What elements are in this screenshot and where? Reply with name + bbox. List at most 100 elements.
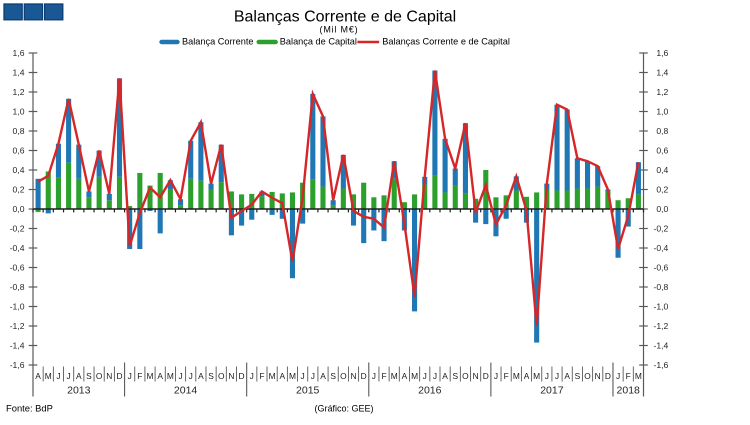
svg-text:0,6: 0,6 xyxy=(656,146,668,156)
svg-text:0,2: 0,2 xyxy=(13,185,25,195)
svg-text:2013: 2013 xyxy=(67,385,91,397)
svg-text:1,0: 1,0 xyxy=(656,107,668,117)
svg-text:1,4: 1,4 xyxy=(656,68,668,78)
svg-text:-0,4: -0,4 xyxy=(10,243,25,253)
svg-text:0,2: 0,2 xyxy=(656,185,668,195)
svg-text:Balança Corrente: Balança Corrente xyxy=(182,37,254,47)
svg-text:-1,2: -1,2 xyxy=(653,321,668,331)
svg-text:J: J xyxy=(56,371,60,381)
svg-text:F: F xyxy=(504,371,509,381)
svg-text:O: O xyxy=(340,371,347,381)
svg-text:J: J xyxy=(494,371,498,381)
svg-text:J: J xyxy=(301,371,305,381)
svg-text:J: J xyxy=(616,371,620,381)
svg-text:0,4: 0,4 xyxy=(13,165,25,175)
svg-text:2014: 2014 xyxy=(174,385,198,397)
svg-text:M: M xyxy=(45,371,52,381)
svg-text:D: D xyxy=(239,371,245,381)
svg-text:J: J xyxy=(423,371,427,381)
svg-text:1,4: 1,4 xyxy=(13,68,25,78)
svg-text:M: M xyxy=(513,371,520,381)
svg-text:-1,2: -1,2 xyxy=(10,321,25,331)
svg-text:S: S xyxy=(330,371,336,381)
svg-text:J: J xyxy=(250,371,254,381)
svg-text:Fonte: BdP: Fonte: BdP xyxy=(6,403,53,414)
svg-text:2018: 2018 xyxy=(617,385,641,397)
svg-text:N: N xyxy=(350,371,356,381)
svg-text:0,4: 0,4 xyxy=(656,165,668,175)
svg-text:N: N xyxy=(228,371,234,381)
svg-text:-1,0: -1,0 xyxy=(653,302,668,312)
svg-text:0,0: 0,0 xyxy=(656,204,668,214)
svg-text:N: N xyxy=(595,371,601,381)
svg-text:0,8: 0,8 xyxy=(13,126,25,136)
svg-text:D: D xyxy=(116,371,122,381)
svg-text:2017: 2017 xyxy=(540,385,564,397)
svg-text:M: M xyxy=(635,371,642,381)
svg-text:D: D xyxy=(605,371,611,381)
svg-text:(Gráfico: GEE): (Gráfico: GEE) xyxy=(315,404,374,414)
svg-text:S: S xyxy=(575,371,581,381)
svg-text:1,2: 1,2 xyxy=(13,87,25,97)
svg-text:N: N xyxy=(473,371,479,381)
svg-text:D: D xyxy=(361,371,367,381)
svg-text:0,6: 0,6 xyxy=(13,146,25,156)
svg-text:-1,4: -1,4 xyxy=(653,341,668,351)
svg-text:-0,6: -0,6 xyxy=(10,263,25,273)
svg-text:J: J xyxy=(545,371,549,381)
svg-text:2015: 2015 xyxy=(296,385,320,397)
svg-text:M: M xyxy=(289,371,296,381)
svg-text:J: J xyxy=(372,371,376,381)
svg-text:F: F xyxy=(137,371,142,381)
svg-text:-1,6: -1,6 xyxy=(10,360,25,370)
svg-text:A: A xyxy=(442,371,448,381)
svg-text:A: A xyxy=(279,371,285,381)
svg-text:M: M xyxy=(533,371,540,381)
svg-text:0,8: 0,8 xyxy=(656,126,668,136)
svg-text:S: S xyxy=(208,371,214,381)
svg-text:Balanças Corrente e de Capital: Balanças Corrente e de Capital xyxy=(234,9,456,26)
svg-text:0,0: 0,0 xyxy=(13,204,25,214)
svg-text:O: O xyxy=(218,371,225,381)
svg-text:1,2: 1,2 xyxy=(656,87,668,97)
svg-text:A: A xyxy=(402,371,408,381)
svg-text:M: M xyxy=(147,371,154,381)
svg-text:-0,8: -0,8 xyxy=(653,282,668,292)
svg-text:S: S xyxy=(452,371,458,381)
svg-text:J: J xyxy=(178,371,182,381)
svg-text:M: M xyxy=(411,371,418,381)
svg-text:-0,4: -0,4 xyxy=(653,243,668,253)
svg-text:O: O xyxy=(96,371,103,381)
svg-text:M: M xyxy=(391,371,398,381)
svg-text:M: M xyxy=(269,371,276,381)
svg-text:-1,4: -1,4 xyxy=(10,341,25,351)
svg-text:1,0: 1,0 xyxy=(13,107,25,117)
svg-text:-0,8: -0,8 xyxy=(10,282,25,292)
svg-text:J: J xyxy=(433,371,437,381)
svg-text:A: A xyxy=(198,371,204,381)
svg-text:N: N xyxy=(106,371,112,381)
svg-text:-0,6: -0,6 xyxy=(653,263,668,273)
svg-text:(Mil M€): (Mil M€) xyxy=(320,25,359,35)
svg-text:O: O xyxy=(462,371,469,381)
svg-text:2016: 2016 xyxy=(418,385,442,397)
svg-text:M: M xyxy=(167,371,174,381)
svg-text:J: J xyxy=(311,371,315,381)
svg-text:D: D xyxy=(483,371,489,381)
svg-text:A: A xyxy=(35,371,41,381)
svg-text:-0,2: -0,2 xyxy=(653,224,668,234)
svg-text:A: A xyxy=(524,371,530,381)
svg-text:A: A xyxy=(157,371,163,381)
svg-text:-1,6: -1,6 xyxy=(653,360,668,370)
svg-text:J: J xyxy=(555,371,559,381)
svg-text:F: F xyxy=(381,371,386,381)
svg-text:-0,2: -0,2 xyxy=(10,224,25,234)
svg-text:Balança de Capital: Balança de Capital xyxy=(280,37,357,47)
svg-text:F: F xyxy=(259,371,264,381)
svg-text:A: A xyxy=(76,371,82,381)
svg-text:1,6: 1,6 xyxy=(13,48,25,58)
svg-text:J: J xyxy=(67,371,71,381)
svg-text:-1,0: -1,0 xyxy=(10,302,25,312)
svg-text:F: F xyxy=(626,371,631,381)
svg-text:1,6: 1,6 xyxy=(656,48,668,58)
